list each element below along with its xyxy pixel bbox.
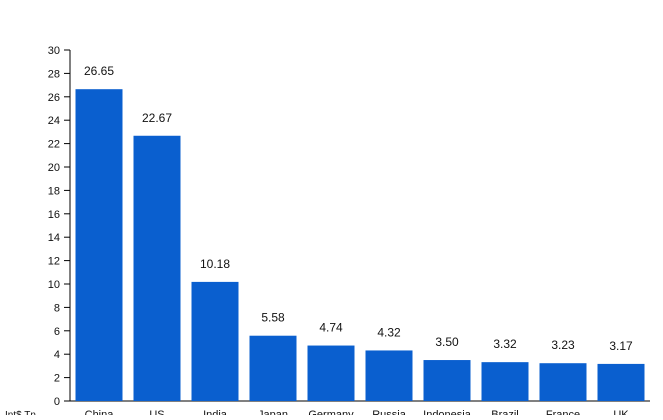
x-tick-label: Russia xyxy=(372,409,407,415)
bar-value-label: 22.67 xyxy=(142,111,172,125)
y-tick-label: 4 xyxy=(54,349,60,361)
bar xyxy=(539,363,587,401)
y-tick-label: 14 xyxy=(48,232,60,244)
x-tick-label: India xyxy=(203,409,228,415)
bar xyxy=(481,362,529,401)
bar-value-label: 3.50 xyxy=(435,335,459,349)
bar xyxy=(423,360,471,401)
bar xyxy=(365,350,413,401)
bar-value-label: 3.23 xyxy=(551,338,575,352)
x-tick-label: France xyxy=(546,409,580,415)
x-tick-label: Indonesia xyxy=(423,409,472,415)
bar-value-label: 4.74 xyxy=(319,321,343,335)
bar-value-label: 3.32 xyxy=(493,337,517,351)
x-tick-label: China xyxy=(85,409,115,415)
y-tick-label: 28 xyxy=(48,68,60,80)
bar xyxy=(191,281,239,401)
y-tick-label: 18 xyxy=(48,185,60,197)
x-tick-label: Germany xyxy=(308,409,354,415)
y-tick-label: 26 xyxy=(48,92,60,104)
y-tick-label: 16 xyxy=(48,209,60,221)
x-tick-label: Brazil xyxy=(491,409,519,415)
bar-value-label: 5.58 xyxy=(261,311,285,325)
bar xyxy=(249,335,297,401)
bar-value-label: 10.18 xyxy=(200,257,230,271)
y-tick-label: 24 xyxy=(48,115,60,127)
bar-value-label: 3.17 xyxy=(609,339,633,353)
y-tick-label: 22 xyxy=(48,139,60,151)
y-tick-label: 20 xyxy=(48,162,60,174)
x-tick-label: UK xyxy=(613,409,629,415)
y-tick-label: 12 xyxy=(48,256,60,268)
y-tick-label: 0 xyxy=(54,396,60,408)
bar xyxy=(307,345,355,401)
x-tick-label: Japan xyxy=(258,409,288,415)
y-tick-label: 8 xyxy=(54,302,60,314)
y-tick-label: 6 xyxy=(54,326,60,338)
y-tick-label: 2 xyxy=(54,373,60,385)
bar-value-label: 26.65 xyxy=(84,64,114,78)
x-tick-label: US xyxy=(149,409,164,415)
y-tick-label: 30 xyxy=(48,45,60,57)
y-axis-unit-label: Int$ Tn xyxy=(5,410,36,415)
bar-value-label: 4.32 xyxy=(377,325,401,339)
y-tick-label: 10 xyxy=(48,279,60,291)
bar xyxy=(75,89,123,401)
bar xyxy=(597,363,645,401)
bar xyxy=(133,135,181,402)
